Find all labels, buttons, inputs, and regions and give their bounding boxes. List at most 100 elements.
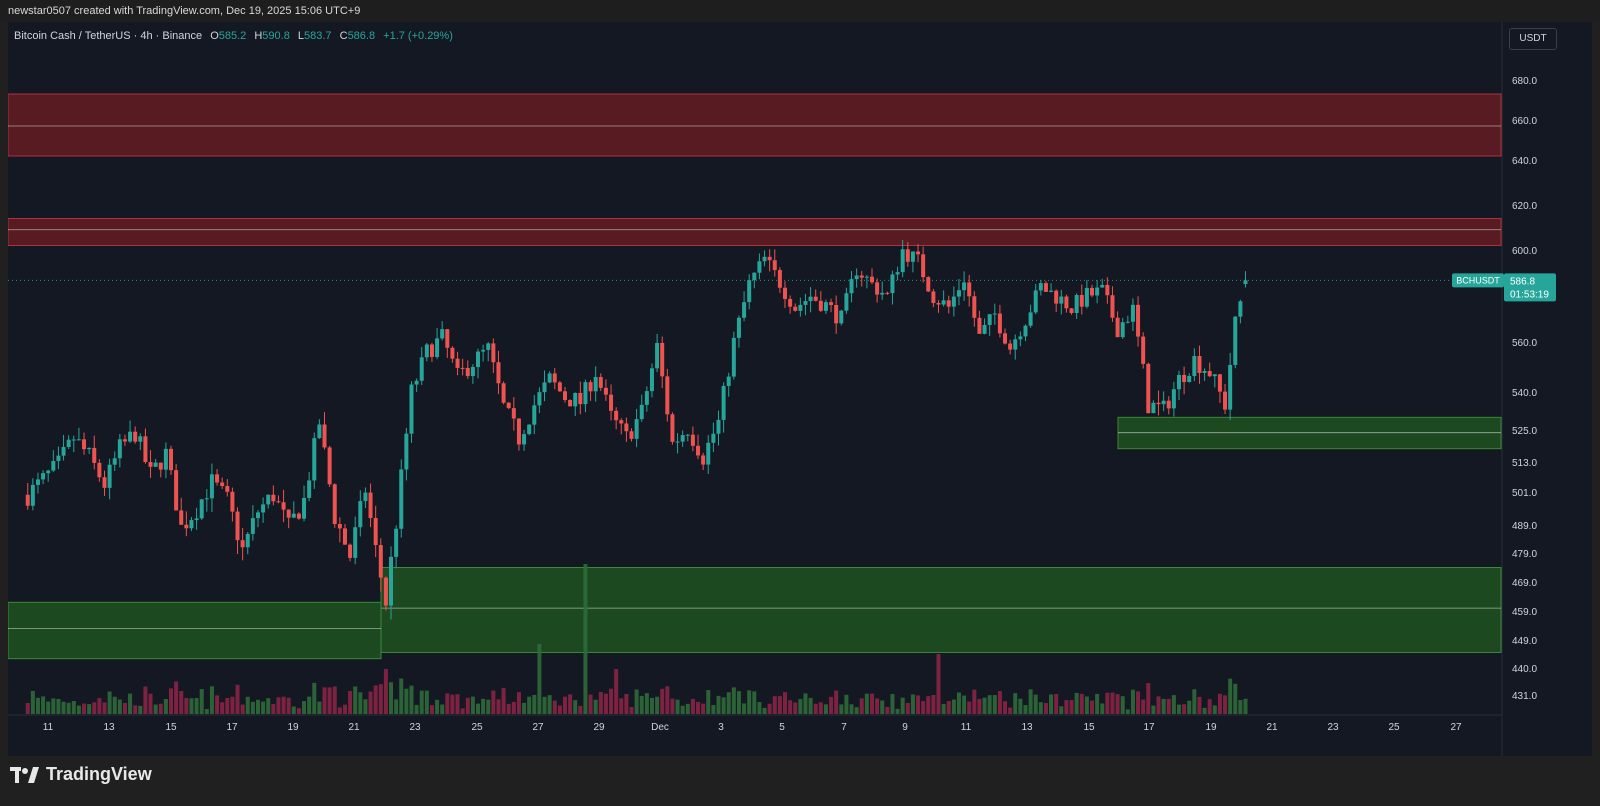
volume-bar	[435, 699, 440, 714]
candle-body	[445, 329, 450, 348]
candle-body	[675, 441, 680, 443]
candle-body	[501, 383, 506, 403]
time-tick-label: 3	[718, 722, 724, 733]
candle-body	[1013, 339, 1018, 350]
candle-body	[307, 480, 312, 498]
volume-bar	[117, 699, 122, 714]
candle-body	[1197, 356, 1202, 373]
candle-body	[153, 462, 158, 467]
volume-bar	[609, 688, 614, 714]
volume-bar	[291, 706, 296, 714]
volume-bar	[460, 708, 465, 714]
candle-body	[680, 435, 685, 442]
volume-bar	[772, 696, 777, 714]
candle-body	[1151, 402, 1156, 414]
time-tick-label: 17	[226, 722, 238, 733]
candle-body	[235, 511, 240, 541]
volume-bar	[1115, 694, 1120, 714]
volume-bar	[987, 695, 992, 714]
time-tick-label: 27	[1450, 722, 1462, 733]
volume-bar	[783, 692, 788, 714]
time-tick-label: 29	[593, 722, 605, 733]
volume-bar	[1161, 698, 1166, 714]
volume-bar	[235, 684, 240, 714]
candle-body	[767, 256, 772, 261]
candle-body	[128, 431, 133, 442]
candle-body	[665, 376, 670, 415]
candle-body	[757, 261, 762, 273]
volume-bar	[465, 697, 470, 714]
volume-bar	[967, 701, 972, 714]
candle-body	[808, 296, 813, 302]
volume-bar	[1187, 700, 1192, 714]
chart-area[interactable]: 680.0 660.0 640.0 620.0 600.0 560.0 540.0 525.0…	[8, 22, 1592, 756]
volume-bar	[271, 704, 276, 714]
candle-body	[1161, 400, 1166, 405]
volume-bar	[854, 707, 859, 714]
currency-selector[interactable]: USDT	[1509, 28, 1557, 50]
volume-bar	[926, 696, 931, 714]
zone-resistance-1	[8, 218, 1502, 246]
candle-body	[399, 469, 404, 529]
volume-bar	[148, 693, 153, 714]
low-value: 583.7	[304, 30, 332, 42]
candle-body	[869, 276, 874, 283]
time-tick-label: 15	[1083, 722, 1095, 733]
volume-bar	[486, 699, 491, 714]
volume-bar	[1100, 703, 1105, 714]
time-tick-label: 19	[287, 722, 299, 733]
volume-bar	[1141, 699, 1146, 714]
price-chart[interactable]: 680.0 660.0 640.0 620.0 600.0 560.0 540.0 525.0…	[8, 22, 1592, 756]
candle-body	[547, 373, 552, 383]
volume-bar	[491, 690, 496, 714]
volume-bar	[424, 690, 429, 714]
candle-body	[813, 296, 818, 301]
time-tick-label: 7	[841, 722, 847, 733]
volume-bar	[946, 701, 951, 714]
volume-bar	[762, 707, 767, 714]
volume-bar	[619, 698, 624, 714]
candle-body	[455, 358, 460, 368]
time-axis: 11 13 15 17 19 21 23 25 27 29 Dec 3 5 7 9 11 13 15 17 19 21 2…	[43, 722, 1462, 733]
candle-body	[593, 377, 598, 392]
candle-body	[163, 448, 168, 470]
volume-bar	[199, 689, 204, 714]
volume-bar	[711, 705, 716, 714]
candle-body	[286, 509, 291, 518]
volume-bar	[542, 696, 547, 714]
volume-bar	[220, 702, 225, 714]
volume-bar	[1166, 698, 1171, 714]
candle-body	[230, 491, 235, 512]
volume-bar	[1223, 695, 1228, 714]
volume-bar	[823, 704, 828, 714]
volume-bar	[378, 684, 383, 714]
candle-body	[133, 431, 138, 442]
tradingview-logo[interactable]: TradingView	[10, 764, 152, 785]
symbol-title[interactable]: Bitcoin Cash / TetherUS · 4h · Binance	[14, 30, 203, 42]
price-axis: 680.0 660.0 640.0 620.0 600.0 560.0 540.0 525.0…	[1512, 76, 1537, 702]
tradingview-logo-icon	[10, 766, 39, 783]
candle-body	[987, 314, 992, 325]
candle-body	[701, 455, 706, 465]
price-tag-price: 586.8	[1510, 276, 1535, 287]
time-tick-label: 5	[779, 722, 785, 733]
volume-bar	[296, 708, 301, 714]
candle-body	[726, 376, 731, 386]
candle-body	[603, 387, 608, 395]
candle-body	[721, 385, 726, 420]
volume-bar	[890, 694, 895, 714]
candle-body	[281, 502, 286, 510]
volume-bar	[455, 694, 460, 714]
chart-credit: newstar0507 created with TradingView.com…	[8, 5, 361, 17]
candle-body	[834, 305, 839, 324]
candle-body	[655, 342, 660, 369]
candle-body	[588, 382, 593, 392]
candle-body	[148, 462, 153, 467]
volume-bar	[941, 703, 946, 714]
top-bar: newstar0507 created with TradingView.com…	[0, 0, 1600, 22]
volume-bar	[276, 697, 281, 714]
volume-bar	[696, 701, 701, 714]
price-tick-label: 459.0	[1512, 607, 1537, 618]
volume-bar	[1171, 695, 1176, 714]
volume-bar	[138, 705, 143, 714]
